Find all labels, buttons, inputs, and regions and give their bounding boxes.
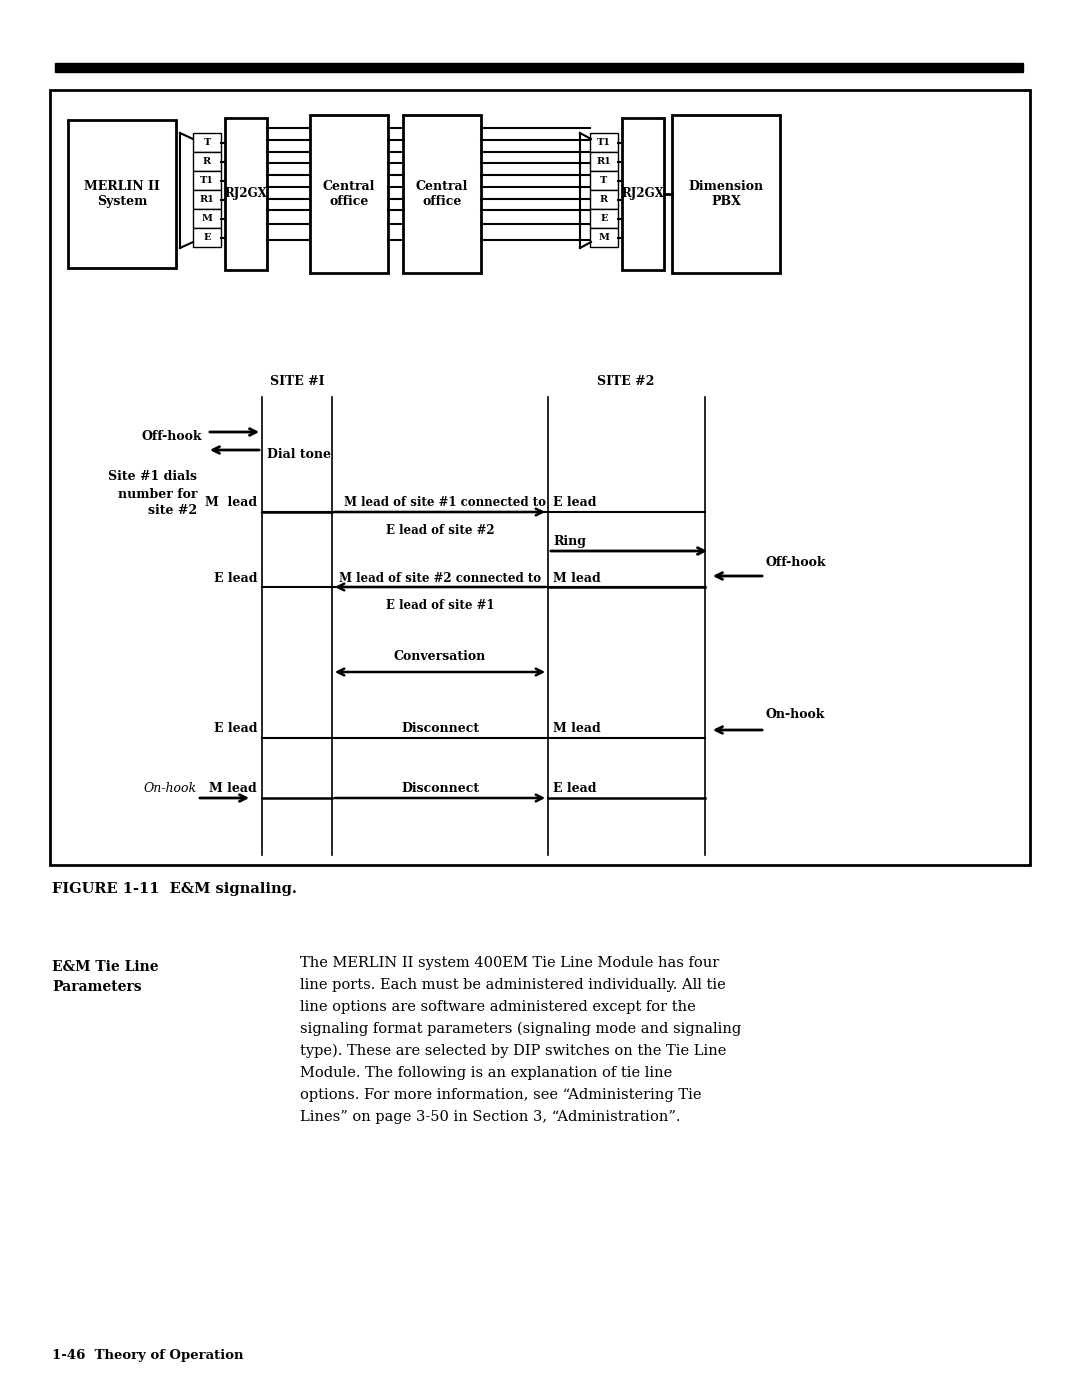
Text: Central
office: Central office bbox=[416, 180, 469, 208]
Text: On-hook: On-hook bbox=[144, 783, 197, 795]
Bar bbox=[193, 227, 221, 247]
Text: E lead of site #1: E lead of site #1 bbox=[386, 598, 495, 612]
Bar bbox=[590, 152, 618, 172]
Text: E lead of site #2: E lead of site #2 bbox=[386, 525, 495, 537]
Bar bbox=[590, 227, 618, 247]
Text: E: E bbox=[203, 233, 211, 241]
Text: Lines” on page 3-50 in Section 3, “Administration”.: Lines” on page 3-50 in Section 3, “Admin… bbox=[300, 1110, 680, 1124]
Text: E lead: E lead bbox=[214, 572, 257, 585]
Text: The MERLIN II system 400EM Tie Line Module has four: The MERLIN II system 400EM Tie Line Modu… bbox=[300, 956, 719, 970]
Text: E: E bbox=[600, 213, 608, 223]
Text: E lead: E lead bbox=[553, 497, 596, 509]
Text: options. For more information, see “Administering Tie: options. For more information, see “Admi… bbox=[300, 1088, 702, 1102]
Bar bbox=[403, 114, 481, 273]
Bar bbox=[672, 114, 780, 273]
Text: R: R bbox=[203, 158, 211, 166]
Text: Central
office: Central office bbox=[323, 180, 375, 208]
Text: M  lead: M lead bbox=[205, 497, 257, 509]
Text: Off-hook: Off-hook bbox=[141, 431, 202, 444]
Bar bbox=[193, 133, 221, 152]
Text: On-hook: On-hook bbox=[765, 709, 824, 721]
Bar bbox=[68, 120, 176, 268]
Text: M lead: M lead bbox=[553, 572, 600, 585]
Text: Dimension
PBX: Dimension PBX bbox=[688, 180, 764, 208]
Text: SITE #I: SITE #I bbox=[270, 375, 324, 388]
Text: M lead: M lead bbox=[210, 783, 257, 795]
Text: Conversation: Conversation bbox=[394, 650, 486, 663]
Bar bbox=[55, 63, 1023, 73]
Text: Dial tone: Dial tone bbox=[267, 449, 330, 462]
Text: M lead: M lead bbox=[553, 723, 600, 735]
Text: M: M bbox=[202, 213, 213, 223]
Text: M: M bbox=[598, 233, 609, 241]
Text: T: T bbox=[203, 138, 211, 146]
Bar bbox=[622, 119, 664, 271]
Text: Module. The following is an explanation of tie line: Module. The following is an explanation … bbox=[300, 1066, 672, 1080]
Text: Parameters: Parameters bbox=[52, 981, 141, 995]
Bar bbox=[225, 119, 267, 271]
Bar bbox=[590, 190, 618, 209]
Text: type). These are selected by DIP switches on the Tie Line: type). These are selected by DIP switche… bbox=[300, 1043, 727, 1059]
Text: MERLIN II
System: MERLIN II System bbox=[84, 180, 160, 208]
Bar bbox=[193, 209, 221, 227]
Text: T1: T1 bbox=[597, 138, 611, 146]
Text: line ports. Each must be administered individually. All tie: line ports. Each must be administered in… bbox=[300, 978, 726, 992]
Text: Ring: Ring bbox=[553, 536, 586, 548]
Text: R1: R1 bbox=[200, 195, 214, 204]
Text: R: R bbox=[599, 195, 608, 204]
Text: M lead of site #1 connected to: M lead of site #1 connected to bbox=[345, 497, 546, 509]
Text: T: T bbox=[600, 176, 608, 186]
Text: Disconnect: Disconnect bbox=[401, 783, 480, 795]
Text: line options are software administered except for the: line options are software administered e… bbox=[300, 1000, 696, 1014]
Text: E lead: E lead bbox=[553, 783, 596, 795]
Text: 1-46  Theory of Operation: 1-46 Theory of Operation bbox=[52, 1349, 243, 1362]
Bar bbox=[310, 114, 388, 273]
Text: number for: number for bbox=[118, 487, 197, 501]
Bar bbox=[590, 172, 618, 190]
Text: T1: T1 bbox=[200, 176, 214, 186]
Text: M lead of site #2 connected to: M lead of site #2 connected to bbox=[339, 572, 541, 585]
Text: RJ2GX: RJ2GX bbox=[225, 187, 268, 201]
Text: signaling format parameters (signaling mode and signaling: signaling format parameters (signaling m… bbox=[300, 1023, 741, 1036]
Bar bbox=[590, 133, 618, 152]
Text: RJ2GX: RJ2GX bbox=[622, 187, 664, 201]
Text: site #2: site #2 bbox=[148, 505, 197, 518]
Bar bbox=[193, 190, 221, 209]
Text: Site #1 dials: Site #1 dials bbox=[108, 470, 197, 483]
Text: E&M Tie Line: E&M Tie Line bbox=[52, 960, 159, 974]
Text: FIGURE 1-11  E&M signaling.: FIGURE 1-11 E&M signaling. bbox=[52, 882, 297, 896]
Text: R1: R1 bbox=[596, 158, 611, 166]
Bar bbox=[193, 152, 221, 172]
Bar bbox=[590, 209, 618, 227]
Text: SITE #2: SITE #2 bbox=[597, 375, 654, 388]
Bar bbox=[50, 91, 1030, 865]
Text: E lead: E lead bbox=[214, 723, 257, 735]
Text: Disconnect: Disconnect bbox=[401, 723, 480, 735]
Bar bbox=[193, 172, 221, 190]
Text: Off-hook: Off-hook bbox=[765, 557, 825, 569]
